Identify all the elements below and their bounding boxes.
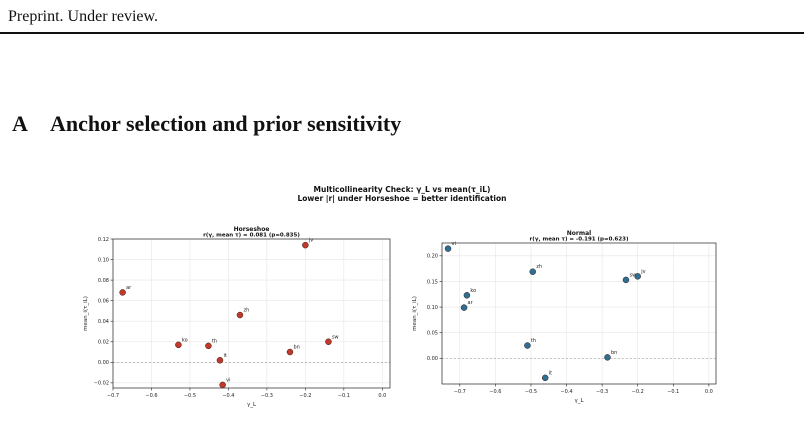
chart0-point-label-it: it bbox=[223, 353, 226, 359]
chart0-point-jv bbox=[302, 241, 309, 249]
chart1-ytick-label: 0.15 bbox=[427, 279, 438, 285]
chart1-xtick-label: −0.4 bbox=[560, 389, 572, 395]
chart1-point-label-jv: jv bbox=[640, 269, 645, 275]
chart0-point-ar bbox=[119, 289, 126, 296]
chart1-ytick-label: 0.00 bbox=[427, 356, 438, 362]
header-rule bbox=[0, 32, 804, 34]
chart0-subtitle: r(γ, mean τ) = 0.081 (p=0.835) bbox=[203, 233, 300, 239]
chart0-ytick-label: 0.00 bbox=[98, 360, 109, 366]
chart1-xtick-label: −0.6 bbox=[489, 389, 501, 395]
chart1-point-label-vi: vi bbox=[452, 241, 456, 247]
chart1-ylabel: mean_i(τ_iL) bbox=[412, 296, 418, 331]
chart1-xlabel: γ_L bbox=[574, 398, 584, 404]
figure-caption-cut bbox=[0, 420, 804, 437]
section-title: Anchor selection and prior sensitivity bbox=[50, 111, 402, 136]
figure-title: Multicollinearity Check: γ_L vs mean(τ_i… bbox=[0, 185, 804, 203]
chart1-point-vi bbox=[444, 245, 452, 252]
chart0-point-it bbox=[216, 357, 224, 364]
chart1-point-label-sw: sw bbox=[629, 272, 636, 278]
preprint-notice: Preprint. Under review. bbox=[8, 8, 159, 25]
chart0-point-label-zh: zh bbox=[243, 308, 249, 314]
chart0-xtick-label: −0.5 bbox=[184, 393, 196, 399]
chart0-xtick-label: −0.4 bbox=[222, 393, 234, 399]
chart0-xtick-label: −0.1 bbox=[338, 393, 350, 399]
chart0-xtick-label: 0.0 bbox=[378, 393, 386, 399]
chart0-point-zh bbox=[236, 311, 244, 319]
section-heading: A Anchor selection and prior sensitivity bbox=[12, 111, 401, 137]
figure-title-line1: Multicollinearity Check: γ_L vs mean(τ_i… bbox=[313, 185, 491, 194]
chart1-xtick-label: −0.2 bbox=[632, 389, 644, 395]
chart0-ytick-label: 0.04 bbox=[98, 319, 109, 325]
chart1-xtick-label: 0.0 bbox=[705, 389, 713, 395]
chart1-point-jv bbox=[634, 273, 641, 280]
chart0-ylabel: mean_i(τ_iL) bbox=[83, 296, 89, 331]
chart0-point-sw bbox=[325, 338, 332, 346]
chart1-point-zh bbox=[529, 268, 536, 275]
chart0-point-th bbox=[205, 342, 212, 350]
chart0-ytick-label: 0.06 bbox=[98, 298, 109, 304]
chart1-point-label-th: th bbox=[531, 338, 536, 344]
chart0-xtick-label: −0.3 bbox=[261, 393, 273, 399]
chart0-point-vi bbox=[219, 381, 226, 389]
chart0-ytick-label: 0.10 bbox=[98, 257, 109, 263]
figure-title-line2: Lower |r| under Horseshoe = better ident… bbox=[297, 194, 507, 203]
chart1-point-bn bbox=[604, 354, 611, 361]
chart1-subtitle: r(γ, mean τ) = -0.191 (p=0.623) bbox=[529, 237, 628, 243]
chart1-point-th bbox=[524, 342, 531, 349]
chart1-point-it bbox=[541, 374, 549, 382]
section-number: A bbox=[12, 111, 28, 136]
chart1-point-label-ar: ar bbox=[468, 300, 474, 306]
chart1-xtick-label: −0.5 bbox=[525, 389, 537, 395]
chart0-ytick-label: 0.02 bbox=[98, 340, 109, 346]
chart1-ytick-label: 0.05 bbox=[427, 331, 438, 337]
chart1-point-label-ko: ko bbox=[470, 288, 476, 294]
chart0-ytick-label: −0.02 bbox=[94, 381, 109, 387]
chart0-xlabel: γ_L bbox=[247, 402, 257, 408]
chart0-xtick-label: −0.7 bbox=[107, 393, 119, 399]
chart0-ytick-label: 0.12 bbox=[98, 237, 109, 243]
chart1-point-label-it: it bbox=[549, 370, 552, 376]
chart1-frame bbox=[441, 242, 717, 385]
chart1-point-label-bn: bn bbox=[611, 350, 617, 356]
chart0-point-label-sw: sw bbox=[332, 334, 339, 340]
chart0-ytick-label: 0.08 bbox=[98, 278, 109, 284]
chart0-point-label-ko: ko bbox=[182, 337, 188, 343]
chart1-title: Normal bbox=[567, 230, 591, 237]
chart0-point-label-bn: bn bbox=[293, 345, 299, 351]
chart0-point-label-th: th bbox=[212, 338, 217, 344]
chart0-xtick-label: −0.6 bbox=[145, 393, 157, 399]
chart1-ytick-label: 0.20 bbox=[427, 254, 438, 260]
chart1-point-ko bbox=[463, 292, 471, 299]
chart1-point-sw bbox=[622, 276, 630, 284]
chart0-point-bn bbox=[286, 348, 294, 356]
chart1-point-label-zh: zh bbox=[536, 264, 542, 270]
chart1-ytick-label: 0.10 bbox=[427, 305, 438, 311]
chart0-xtick-label: −0.2 bbox=[299, 393, 311, 399]
chart0-point-label-ar: ar bbox=[126, 285, 132, 291]
chart0-point-label-jv: jv bbox=[308, 238, 313, 244]
chart0-frame bbox=[112, 238, 391, 389]
chart1-xtick-label: −0.7 bbox=[454, 389, 466, 395]
chart0-title: Horseshoe bbox=[234, 226, 270, 233]
chart0-point-label-vi: vi bbox=[226, 377, 230, 383]
chart1-xtick-label: −0.1 bbox=[667, 389, 679, 395]
chart1-xtick-label: −0.3 bbox=[596, 389, 608, 395]
chart0-point-ko bbox=[175, 341, 182, 349]
chart1-point-ar bbox=[460, 304, 468, 311]
